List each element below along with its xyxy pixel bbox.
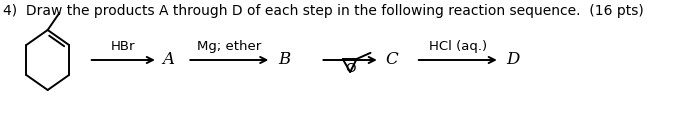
Text: Mg; ether: Mg; ether bbox=[197, 40, 261, 53]
Text: B: B bbox=[278, 51, 290, 69]
Text: HBr: HBr bbox=[111, 40, 136, 53]
Text: C: C bbox=[385, 51, 398, 69]
Text: D: D bbox=[506, 51, 520, 69]
Text: O: O bbox=[345, 62, 356, 75]
Text: HCl (aq.): HCl (aq.) bbox=[429, 40, 487, 53]
Text: 4)  Draw the products A through D of each step in the following reaction sequenc: 4) Draw the products A through D of each… bbox=[3, 4, 643, 18]
Text: A: A bbox=[163, 51, 175, 69]
